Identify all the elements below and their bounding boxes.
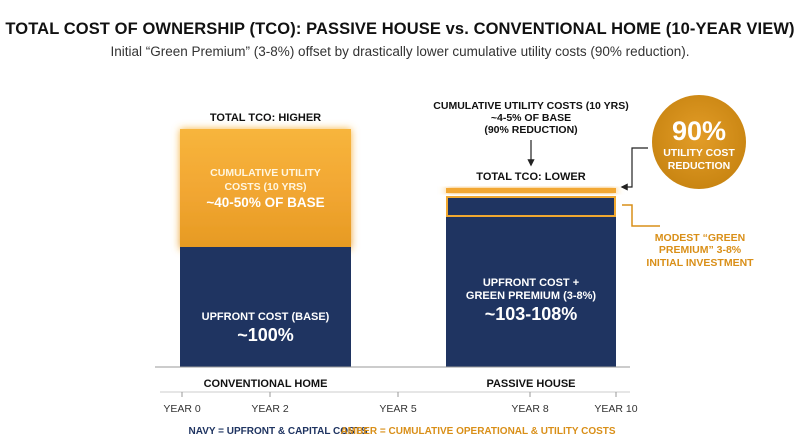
total-label-conventional: TOTAL TCO: HIGHER: [210, 112, 321, 124]
badge-connector: [620, 147, 648, 191]
premium-label-line2: PREMIUM” 3-8%: [659, 244, 742, 256]
upfront-value-passive: ~103-108%: [485, 304, 578, 324]
legend-navy: NAVY = UPFRONT & CAPITAL COSTS: [189, 426, 368, 437]
x-tick-label: YEAR 5: [379, 403, 417, 415]
badge-value: 90%: [672, 116, 726, 146]
total-label-passive: TOTAL TCO: LOWER: [476, 171, 585, 183]
chart-subtitle: Initial “Green Premium” (3-8%) offset by…: [110, 44, 690, 59]
annotation-utility-line3: (90% REDUCTION): [484, 124, 577, 136]
upfront-label-passive-line2: GREEN PREMIUM (3-8%): [466, 290, 597, 302]
bar-utility-passive: [446, 188, 616, 193]
chart-title: TOTAL COST OF OWNERSHIP (TCO): PASSIVE H…: [5, 20, 795, 38]
premium-label-line3: INITIAL INVESTMENT: [646, 257, 754, 269]
x-tick-label: YEAR 8: [511, 403, 549, 415]
badge-text-line1: UTILITY COST: [663, 147, 735, 159]
x-tick-label: YEAR 0: [163, 403, 201, 415]
green-premium-outline: [446, 196, 616, 217]
x-tick-label: YEAR 2: [251, 403, 289, 415]
premium-label-line1: MODEST “GREEN: [655, 232, 745, 244]
upfront-value-conventional: ~100%: [237, 325, 294, 345]
legend-amber: AMBER = CUMULATIVE OPERATIONAL & UTILITY…: [340, 426, 615, 437]
annotation-utility-line2: ~4-5% OF BASE: [491, 112, 571, 124]
utility-label-line1: CUMULATIVE UTILITY: [210, 167, 321, 179]
badge-text-line2: REDUCTION: [668, 160, 730, 172]
upfront-label-conventional: UPFRONT COST (BASE): [202, 311, 330, 323]
bar-upfront-conventional: [180, 247, 351, 367]
utility-value-conventional: ~40-50% OF BASE: [206, 195, 324, 210]
bar-utility-conventional: [180, 129, 351, 249]
utility-label-line2: COSTS (10 YRS): [224, 181, 306, 193]
annotation-utility-line1: CUMULATIVE UTILITY COSTS (10 YRS): [433, 100, 628, 112]
category-label: CONVENTIONAL HOME: [204, 378, 328, 390]
badge-circle: [652, 95, 746, 189]
bar-upfront-passive: [446, 196, 616, 367]
upfront-label-passive-line1: UPFRONT COST +: [483, 277, 579, 289]
premium-connector: [622, 204, 660, 227]
x-tick-label: YEAR 10: [594, 403, 637, 415]
category-label: PASSIVE HOUSE: [486, 378, 575, 390]
